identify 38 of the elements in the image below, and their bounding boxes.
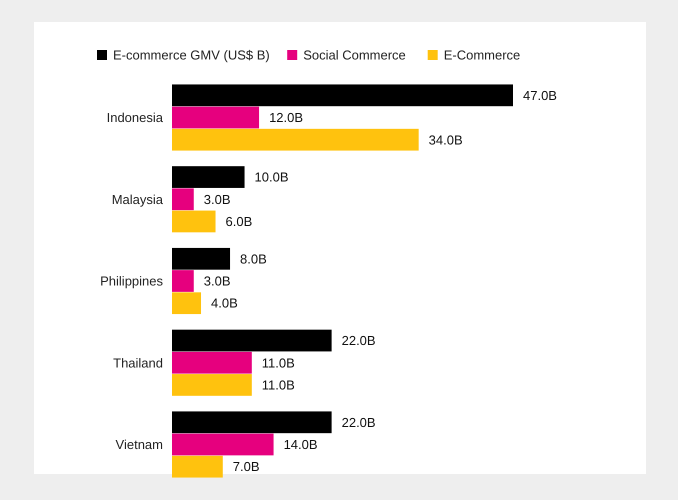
y-tick-label: Philippines [100, 274, 164, 289]
y-tick-label: Malaysia [112, 192, 164, 207]
bar [172, 434, 274, 456]
data-label: 10.0B [254, 170, 289, 185]
bar [172, 248, 230, 270]
data-label: 14.0B [284, 437, 318, 452]
bar [172, 411, 332, 434]
data-label: 7.0B [232, 459, 260, 474]
data-label: 12.0B [269, 110, 304, 126]
data-label: 3.0B [204, 192, 231, 207]
data-label: 6.0B [226, 214, 252, 229]
data-label: 11.0B [262, 355, 295, 370]
legend-label: E-commerce GMV (US$ B) [113, 48, 270, 63]
data-label: 3.0B [204, 274, 231, 289]
legend-label: Social Commerce [303, 48, 406, 63]
bar [172, 352, 252, 374]
bar [172, 188, 194, 210]
bar [172, 166, 245, 188]
y-tick-label: Vietnam [116, 437, 163, 452]
bar [172, 292, 202, 314]
legend-label: E-Commerce [444, 48, 520, 63]
bar [172, 210, 216, 232]
data-label: 11.0B [262, 377, 295, 392]
bar [172, 374, 252, 396]
data-label: 47.0B [523, 88, 557, 103]
data-label: 4.0B [211, 296, 238, 311]
bar [172, 84, 513, 106]
bar [172, 330, 332, 352]
data-label: 22.0B [342, 333, 376, 348]
bar [172, 270, 194, 292]
bar [172, 106, 260, 128]
y-tick-label: Thailand [113, 355, 163, 370]
data-label: 8.0B [240, 251, 267, 266]
bar [172, 456, 223, 478]
bar [172, 128, 419, 151]
y-tick-label: Indonesia [106, 110, 164, 126]
data-label: 22.0B [342, 414, 376, 430]
data-label: 34.0B [428, 132, 463, 148]
